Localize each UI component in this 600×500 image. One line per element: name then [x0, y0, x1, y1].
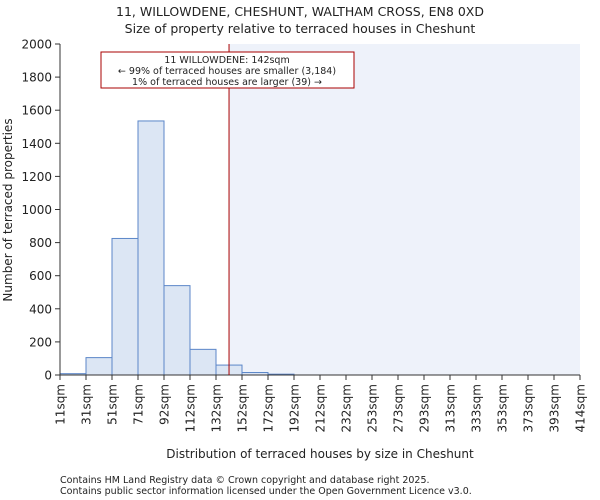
- x-tick-label: 11sqm: [54, 384, 68, 425]
- x-tick-label: 373sqm: [522, 384, 536, 432]
- x-tick-label: 132sqm: [210, 384, 224, 432]
- x-tick-label: 393sqm: [548, 384, 562, 432]
- x-tick-label: 353sqm: [496, 384, 510, 432]
- x-axis-label: Distribution of terraced houses by size …: [166, 447, 474, 461]
- annotation-line2: ← 99% of terraced houses are smaller (3,…: [118, 66, 336, 77]
- x-tick-label: 71sqm: [132, 384, 146, 425]
- y-tick-label: 600: [29, 269, 52, 283]
- x-tick-label: 51sqm: [106, 384, 120, 425]
- x-tick-label: 273sqm: [392, 384, 406, 432]
- annotation-line1: 11 WILLOWDENE: 142sqm: [164, 55, 289, 66]
- x-tick-label: 172sqm: [262, 384, 276, 432]
- highlight-region: [229, 44, 580, 375]
- bar-92sqm: [163, 285, 191, 376]
- x-tick-label: 414sqm: [574, 384, 588, 432]
- y-tick-label: 1000: [21, 203, 52, 217]
- x-tick-label: 192sqm: [288, 384, 302, 432]
- x-tick-label: 313sqm: [444, 384, 458, 432]
- y-tick-label: 1600: [21, 104, 52, 118]
- x-tick-label: 253sqm: [366, 384, 380, 432]
- x-tick-label: 112sqm: [184, 384, 198, 432]
- x-tick-label: 152sqm: [236, 384, 250, 432]
- footer-line2: Contains public sector information licen…: [60, 486, 472, 497]
- bar-51sqm: [111, 237, 139, 376]
- bar-71sqm: [137, 120, 165, 376]
- bar-112sqm: [189, 348, 217, 376]
- y-tick-label: 0: [44, 369, 52, 383]
- y-tick-label: 800: [29, 236, 52, 250]
- x-tick-label: 293sqm: [418, 384, 432, 432]
- y-tick-label: 1200: [21, 170, 52, 184]
- x-tick-label: 92sqm: [158, 384, 172, 425]
- y-tick-label: 2000: [21, 38, 52, 52]
- y-axis-label: Number of terraced properties: [1, 118, 15, 301]
- annotation-line3: 1% of terraced houses are larger (39) →: [132, 77, 322, 88]
- chart-title-line2: Size of property relative to terraced ho…: [125, 21, 476, 36]
- footer-line1: Contains HM Land Registry data © Crown c…: [60, 475, 430, 486]
- y-tick-label: 200: [29, 335, 52, 349]
- y-tick-label: 1400: [21, 137, 52, 151]
- x-tick-label: 333sqm: [470, 384, 484, 432]
- y-tick-label: 1800: [21, 71, 52, 85]
- annotation-box: [100, 51, 355, 89]
- bar-31sqm: [85, 357, 113, 376]
- x-tick-label: 232sqm: [340, 384, 354, 432]
- x-tick-label: 31sqm: [80, 384, 94, 425]
- chart-title-line1: 11, WILLOWDENE, CHESHUNT, WALTHAM CROSS,…: [116, 4, 484, 19]
- x-tick-label: 212sqm: [314, 384, 328, 432]
- y-tick-label: 400: [29, 302, 52, 316]
